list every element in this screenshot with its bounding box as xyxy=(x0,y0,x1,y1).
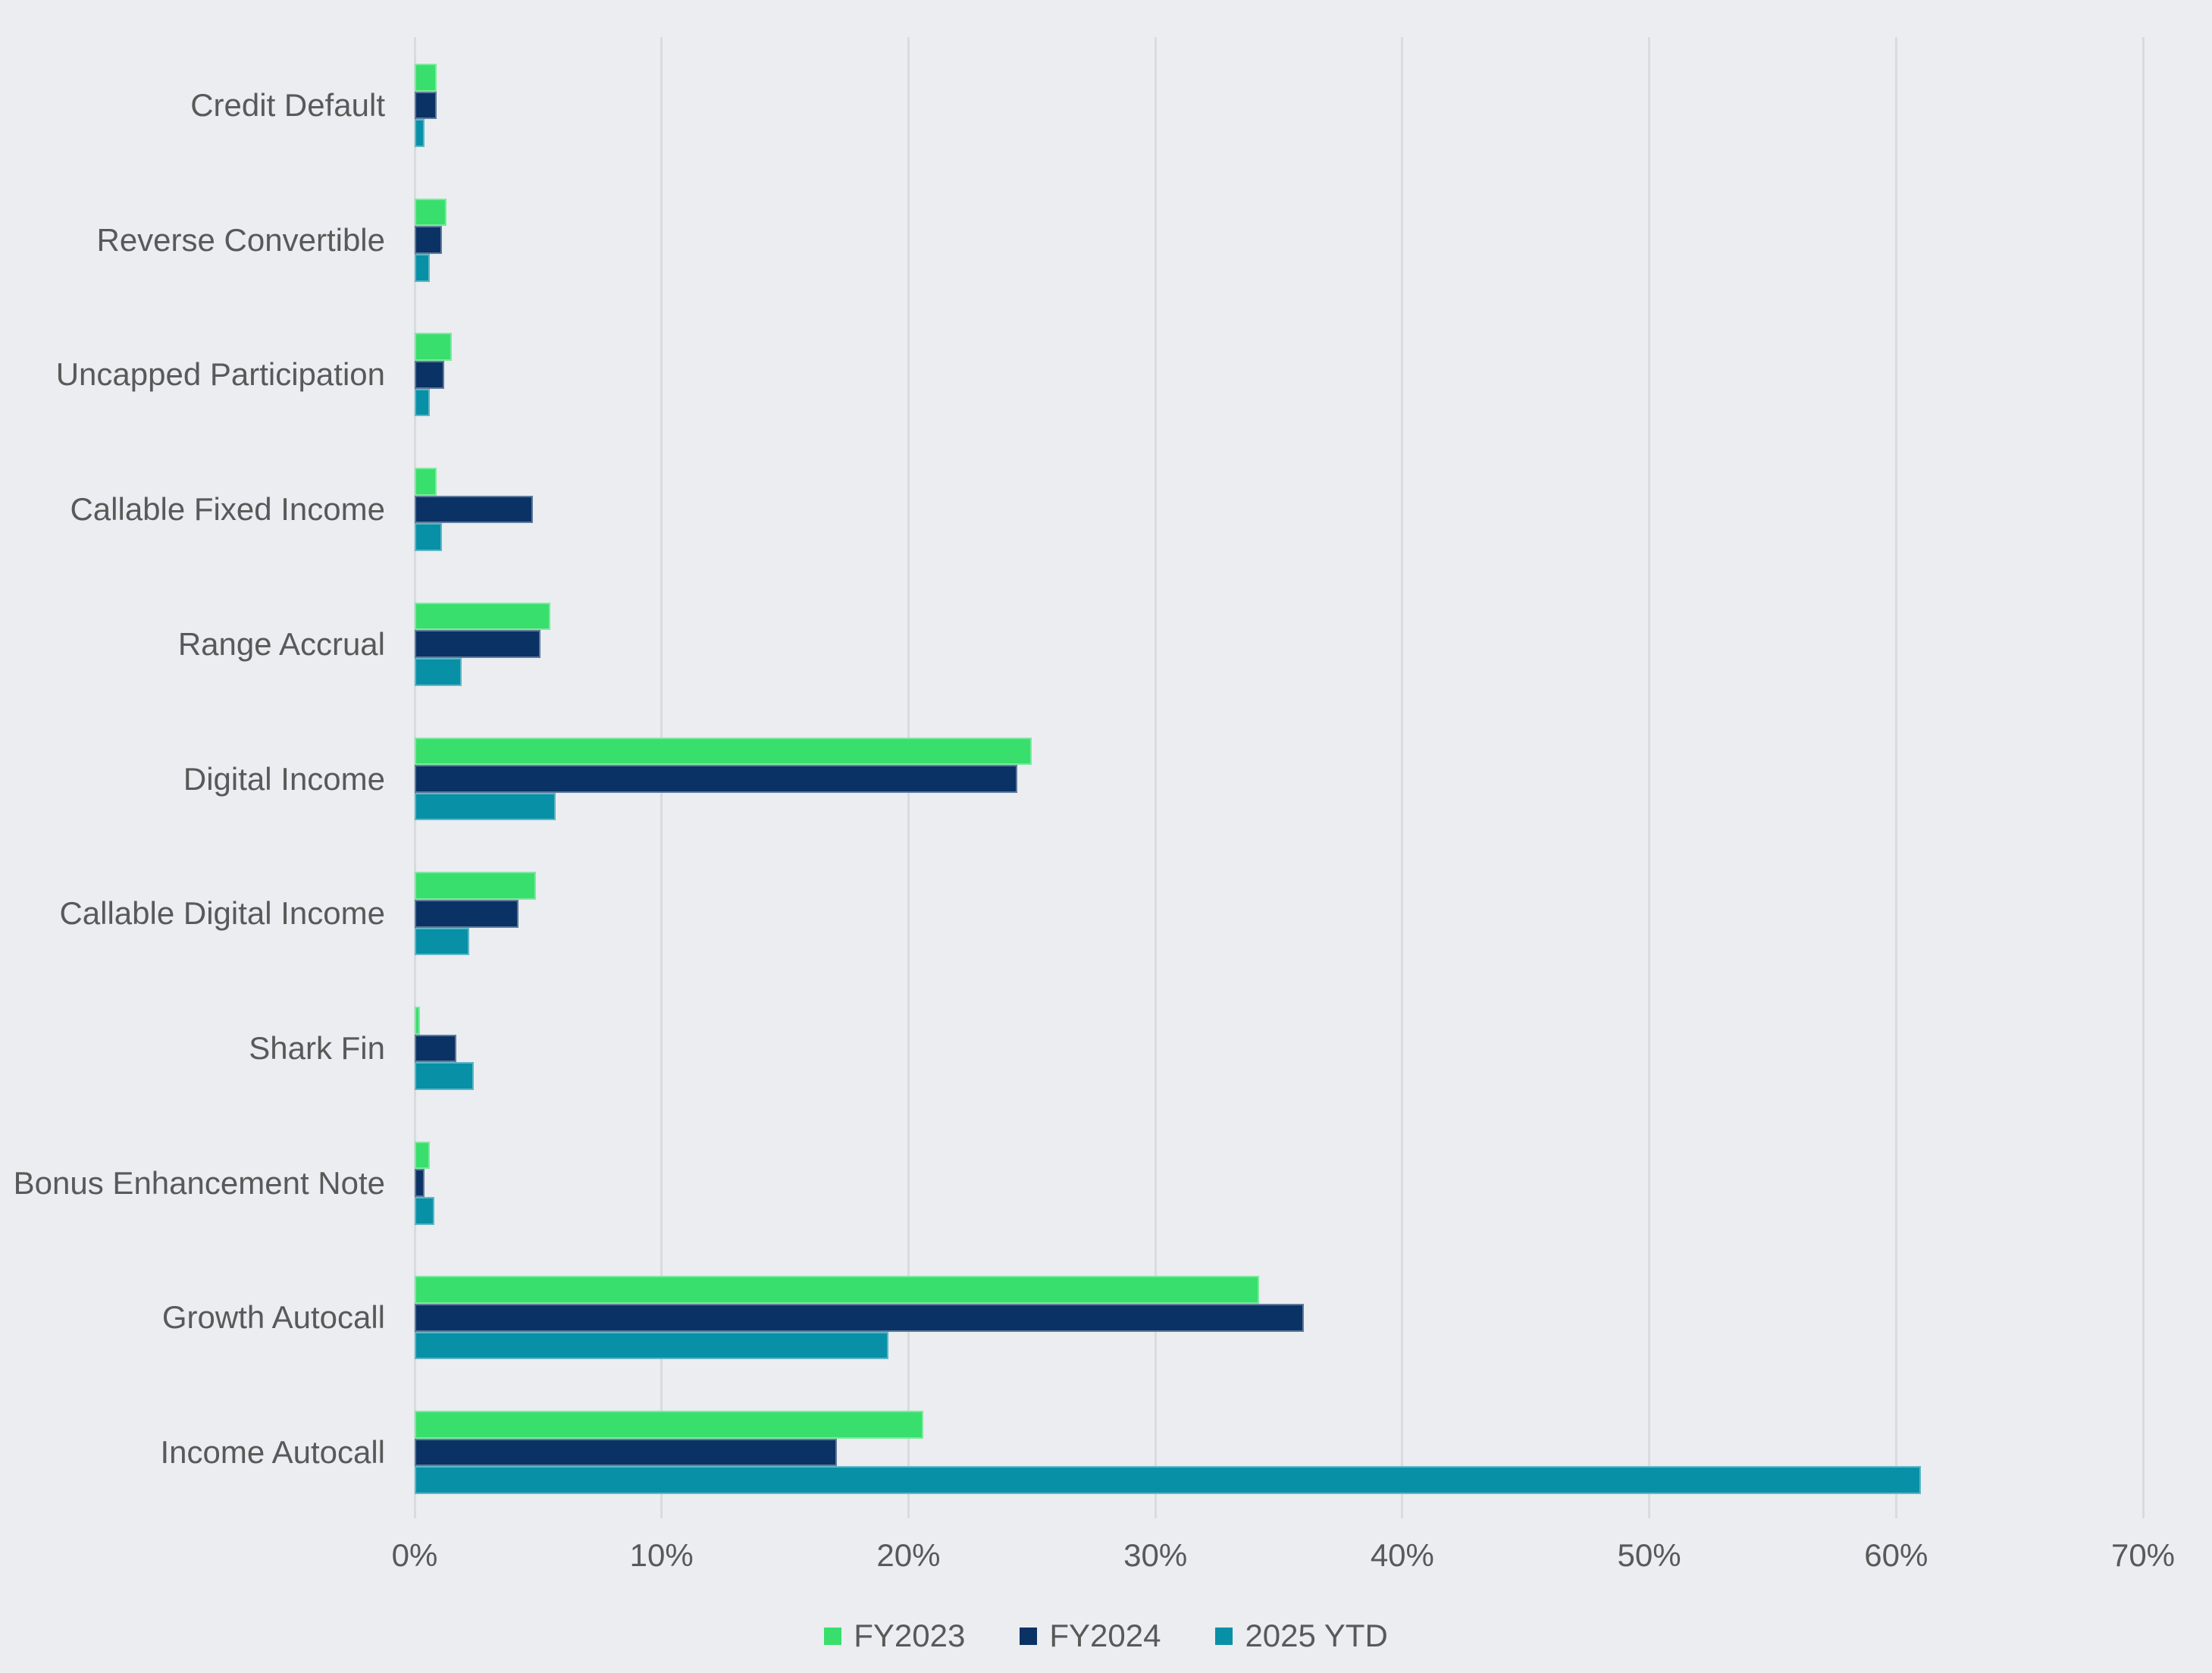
bar-2025-ytd-credit-default[interactable] xyxy=(415,119,425,147)
category-label-shark-fin: Shark Fin xyxy=(249,1029,385,1066)
bar-2025-ytd-digital-income[interactable] xyxy=(415,792,556,821)
gridline-70 xyxy=(2142,37,2145,1518)
category-label-uncapped-participation: Uncapped Participation xyxy=(55,356,385,393)
legend-swatch-fy2023 xyxy=(824,1627,842,1645)
x-tick-label-50: 50% xyxy=(1617,1537,1681,1573)
x-tick-label-60: 60% xyxy=(1864,1537,1928,1573)
bar-fy2024-callable-fixed-income[interactable] xyxy=(415,495,534,524)
gridline-50 xyxy=(1648,37,1651,1518)
bar-fy2024-shark-fin[interactable] xyxy=(415,1034,457,1063)
bar-fy2024-bonus-enhancement-note[interactable] xyxy=(415,1169,425,1197)
bar-2025-ytd-callable-fixed-income[interactable] xyxy=(415,523,442,552)
legend-label-fy2023: FY2023 xyxy=(854,1618,966,1653)
bar-2025-ytd-income-autocall[interactable] xyxy=(415,1466,1921,1494)
bar-2025-ytd-callable-digital-income[interactable] xyxy=(415,927,469,956)
x-tick-label-70: 70% xyxy=(2110,1537,2176,1573)
bar-fy2024-range-accrual[interactable] xyxy=(415,630,541,659)
bar-fy2023-income-autocall[interactable] xyxy=(415,1411,923,1439)
bar-fy2024-growth-autocall[interactable] xyxy=(415,1303,1304,1332)
x-tick-label-20: 20% xyxy=(876,1537,941,1573)
legend-item-fy2023[interactable]: FY2023 xyxy=(824,1620,965,1652)
gridline-30 xyxy=(1154,37,1157,1518)
chart-legend: FY2023 FY2024 2025 YTD xyxy=(0,1613,2212,1659)
gridline-60 xyxy=(1894,37,1897,1518)
bar-2025-ytd-uncapped-participation[interactable] xyxy=(415,388,430,417)
x-tick-label-40: 40% xyxy=(1370,1537,1434,1573)
legend-swatch-2025-ytd xyxy=(1215,1627,1233,1645)
category-label-digital-income: Digital Income xyxy=(183,760,385,797)
bar-fy2024-callable-digital-income[interactable] xyxy=(415,899,519,928)
category-label-income-autocall: Income Autocall xyxy=(160,1434,385,1470)
legend-label-fy2024: FY2024 xyxy=(1049,1618,1161,1653)
bar-fy2023-callable-digital-income[interactable] xyxy=(415,872,536,900)
category-label-range-accrual: Range Accrual xyxy=(177,625,385,662)
x-tick-label-30: 30% xyxy=(1123,1537,1188,1573)
category-label-bonus-enhancement-note: Bonus Enhancement Note xyxy=(13,1164,385,1201)
bar-2025-ytd-range-accrual[interactable] xyxy=(415,658,462,686)
gridline-40 xyxy=(1401,37,1404,1518)
legend-item-fy2024[interactable]: FY2024 xyxy=(1020,1620,1161,1652)
bar-fy2023-growth-autocall[interactable] xyxy=(415,1276,1259,1304)
bar-fy2023-range-accrual[interactable] xyxy=(415,602,551,631)
bar-fy2024-credit-default[interactable] xyxy=(415,91,437,120)
bar-fy2024-reverse-convertible[interactable] xyxy=(415,226,442,255)
category-label-growth-autocall: Growth Autocall xyxy=(161,1299,385,1336)
x-tick-label-0: 0% xyxy=(391,1537,438,1573)
legend-label-2025-ytd: 2025 YTD xyxy=(1245,1618,1388,1653)
bar-fy2023-uncapped-participation[interactable] xyxy=(415,333,452,362)
category-label-callable-digital-income: Callable Digital Income xyxy=(59,895,385,932)
bar-fy2023-shark-fin[interactable] xyxy=(415,1006,420,1035)
x-tick-label-10: 10% xyxy=(629,1537,694,1573)
category-label-callable-fixed-income: Callable Fixed Income xyxy=(70,491,385,528)
legend-item-2025-ytd[interactable]: 2025 YTD xyxy=(1215,1618,1388,1653)
bar-fy2023-bonus-enhancement-note[interactable] xyxy=(415,1141,430,1170)
bar-2025-ytd-shark-fin[interactable] xyxy=(415,1062,475,1090)
category-label-credit-default: Credit Default xyxy=(190,87,385,123)
bar-2025-ytd-reverse-convertible[interactable] xyxy=(415,254,430,282)
bar-2025-ytd-growth-autocall[interactable] xyxy=(415,1331,889,1360)
bar-fy2023-reverse-convertible[interactable] xyxy=(415,198,447,227)
bar-2025-ytd-bonus-enhancement-note[interactable] xyxy=(415,1196,435,1225)
bar-fy2024-uncapped-participation[interactable] xyxy=(415,361,445,389)
category-label-reverse-convertible: Reverse Convertible xyxy=(96,221,385,258)
bar-fy2023-digital-income[interactable] xyxy=(415,737,1032,766)
legend-swatch-fy2024 xyxy=(1020,1627,1038,1645)
bar-fy2023-credit-default[interactable] xyxy=(415,64,437,92)
bar-fy2023-callable-fixed-income[interactable] xyxy=(415,468,437,496)
bar-fy2024-income-autocall[interactable] xyxy=(415,1438,837,1467)
bar-fy2024-digital-income[interactable] xyxy=(415,765,1017,793)
